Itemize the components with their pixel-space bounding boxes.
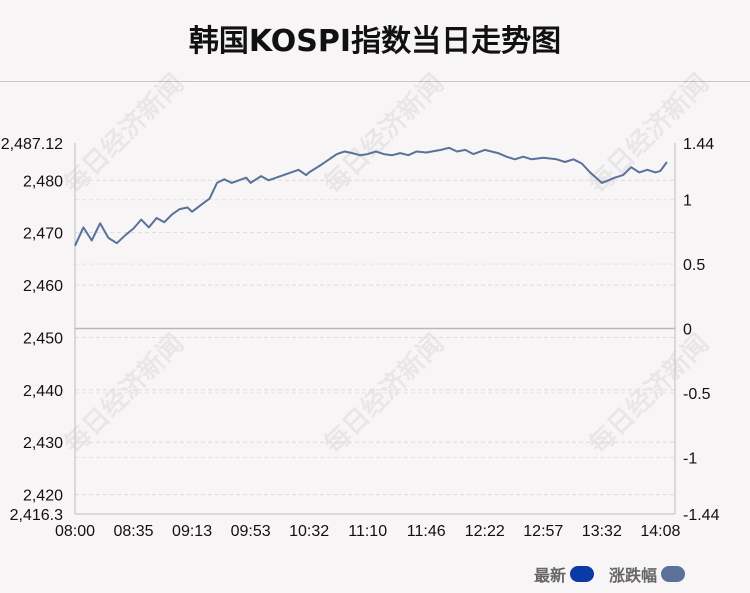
left-tick-label: 2,416.3 [10,507,63,524]
x-tick-label: 12:57 [523,523,563,540]
x-tick-label: 10:32 [289,523,329,540]
x-tick-label: 12:22 [465,523,505,540]
left-tick-label: 2,450 [23,330,63,347]
left-tick-label: 2,487.12 [1,136,63,153]
right-tick-label: 0.5 [683,257,705,274]
legend-change-swatch [661,566,686,582]
legend-change[interactable]: 涨跌幅 [609,563,686,585]
x-tick-label: 09:53 [231,523,271,540]
x-tick-label: 13:32 [582,523,622,540]
right-tick-label: -0.5 [683,386,711,403]
x-tick-label: 11:46 [407,523,446,540]
x-tick-label: 11:10 [348,523,387,540]
right-tick-label: -1.44 [683,507,720,524]
right-tick-label: 1 [683,193,692,210]
legend-latest-swatch [570,566,595,582]
left-tick-label: 2,420 [23,488,63,505]
legend-latest-label: 最新 [534,566,567,585]
right-tick-label: 1.44 [683,136,714,153]
right-tick-label: 0 [683,322,692,339]
right-tick-label: -1 [683,450,697,467]
x-tick-label: 14:08 [640,523,680,540]
x-tick-label: 08:00 [55,523,95,540]
watermark-text: 每日经济新闻 [318,328,450,460]
x-tick-label: 09:13 [172,523,212,540]
left-tick-label: 2,480 [23,173,63,190]
left-tick-label: 2,440 [23,383,63,400]
chart-title: 韩国KOSPI指数当日走势图 [188,24,562,59]
watermark-text: 每日经济新闻 [58,328,190,460]
title-divider [0,81,750,82]
legend-change-label: 涨跌幅 [609,566,658,585]
left-tick-label: 2,470 [23,226,63,243]
legend-latest[interactable]: 最新 [534,563,595,585]
x-tick-label: 08:35 [114,523,154,540]
left-tick-label: 2,460 [23,278,63,295]
left-tick-label: 2,430 [23,435,63,452]
index-line [74,146,668,247]
